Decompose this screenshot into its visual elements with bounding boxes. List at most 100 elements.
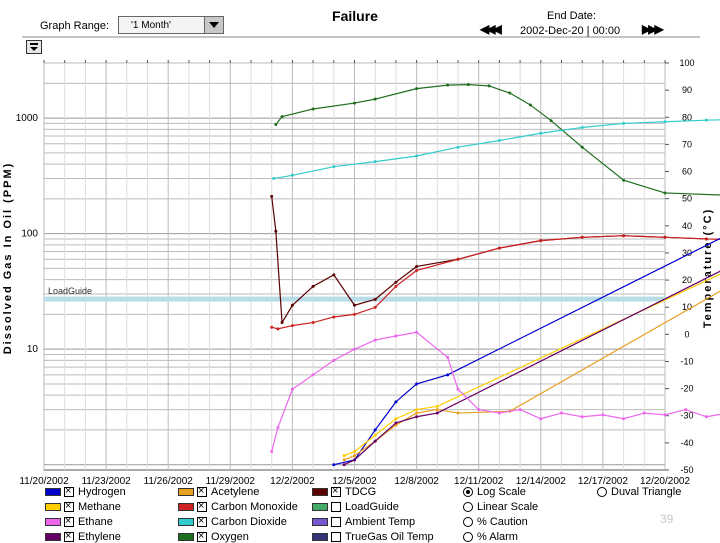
series-ethane-point — [684, 408, 688, 412]
series-acetylene-point — [394, 423, 398, 427]
series-ethylene-point — [342, 463, 346, 467]
y2-tick-label: 80 — [682, 112, 692, 122]
legend-label: Acetylene — [211, 486, 260, 498]
y2-tick-label: 30 — [682, 248, 692, 258]
series-oxygen-point — [274, 123, 278, 127]
y2-tick-label: -20 — [680, 384, 693, 394]
legend-item-oxygen[interactable]: Oxygen — [178, 529, 249, 543]
series-tdcg-point — [270, 194, 274, 198]
legend-item-loadguide[interactable]: LoadGuide — [312, 501, 399, 513]
scale-option-linear-scale[interactable]: Linear Scale — [463, 501, 538, 513]
legend-item-ethane[interactable]: Ethane — [45, 514, 113, 528]
series-ethylene-point — [415, 415, 419, 419]
legend-item-hydrogen[interactable]: Hydrogen — [45, 484, 126, 498]
legend-checkbox[interactable] — [197, 499, 207, 513]
legend-item-ethylene[interactable]: Ethylene — [45, 529, 121, 543]
series-ethylene-line — [343, 270, 720, 466]
chevron-down-icon[interactable] — [204, 17, 223, 33]
series-oxygen-point — [446, 83, 450, 87]
legend-item-carbon-monoxide[interactable]: Carbon Monoxide — [178, 499, 298, 513]
series-carbon-monoxide-point — [497, 246, 501, 250]
series-carbon-monoxide-point — [415, 268, 419, 272]
series-acetylene-point — [342, 458, 346, 462]
fast-forward-icon: ▶▶▶ — [642, 22, 664, 36]
radio-button[interactable] — [463, 487, 473, 497]
legend-item-acetylene[interactable]: Acetylene — [178, 484, 260, 498]
scale-option--alarm[interactable]: % Alarm — [463, 531, 518, 543]
series-carbon-monoxide-point — [332, 315, 336, 319]
page-number: 39 — [660, 512, 674, 526]
legend-label: Oxygen — [211, 531, 249, 543]
series-carbon-monoxide-point — [663, 235, 667, 239]
series-tdcg-point — [353, 303, 356, 307]
legend-item-truegas-oil-temp[interactable]: TrueGas Oil Temp — [312, 531, 434, 543]
series-ethane-point — [518, 408, 522, 412]
legend-item-tdcg[interactable]: TDCG — [312, 484, 376, 498]
series-oxygen-point — [280, 115, 284, 119]
series-oxygen-point — [508, 91, 512, 95]
y2-tick-label: 10 — [682, 302, 692, 312]
chart-menu-button[interactable] — [26, 40, 42, 54]
legend-label: Ethane — [78, 516, 113, 528]
series-carbon-dioxide-point — [272, 177, 276, 181]
x-tick-label: 12/11/2002 — [454, 476, 504, 487]
series-ethane-point — [415, 330, 419, 334]
legend-checkbox[interactable] — [197, 529, 207, 543]
y2-tick-label: -50 — [680, 465, 693, 475]
legend-checkbox[interactable] — [64, 484, 74, 498]
legend-checkbox[interactable] — [64, 529, 74, 543]
legend-checkbox[interactable] — [331, 484, 341, 498]
legend-item-methane[interactable]: Methane — [45, 499, 121, 513]
series-acetylene-point — [415, 411, 419, 415]
fast-forward-button[interactable]: ▶▶▶ — [642, 22, 664, 36]
y-tick-label: 1000 — [16, 113, 39, 124]
end-date-value: 2002-Dec-20 | 00:00 — [520, 25, 621, 37]
x-tick-label: 12/20/2002 — [640, 476, 690, 487]
x-tick-label: 11/26/2002 — [144, 476, 194, 487]
series-acetylene-point — [353, 454, 356, 458]
series-oxygen-point — [663, 191, 667, 195]
duval-triangle-option[interactable]: Duval Triangle — [597, 486, 681, 498]
radio-button[interactable] — [463, 517, 473, 527]
series-tdcg-point — [394, 280, 398, 284]
legend-checkbox[interactable] — [64, 514, 74, 528]
series-oxygen-point — [415, 87, 419, 91]
scale-option-log-scale[interactable]: Log Scale — [463, 486, 526, 498]
series-carbon-monoxide-point — [290, 324, 294, 328]
legend-checkbox[interactable] — [197, 484, 207, 498]
y2-tick-label: 100 — [679, 58, 694, 68]
series-carbon-dioxide-point — [332, 165, 336, 169]
series-ethane-point — [353, 347, 356, 351]
legend-swatch — [312, 503, 328, 511]
y2-tick-label: 60 — [682, 167, 692, 177]
legend-checkbox[interactable] — [197, 514, 207, 528]
legend-checkbox[interactable] — [331, 517, 341, 527]
radio-button[interactable] — [463, 502, 473, 512]
legend-checkbox[interactable] — [331, 532, 341, 542]
legend-item-carbon-dioxide[interactable]: Carbon Dioxide — [178, 514, 287, 528]
series-carbon-dioxide-point — [415, 154, 419, 158]
series-ethane-point — [580, 415, 584, 419]
series-ethane-point — [394, 334, 398, 338]
radio-button[interactable] — [597, 487, 607, 497]
graph-range-select[interactable]: '1 Month' — [118, 16, 224, 34]
radio-button[interactable] — [463, 532, 473, 542]
legend-label: Ambient Temp — [345, 516, 416, 528]
series-carbon-dioxide-point — [373, 160, 377, 164]
series-oxygen-point — [311, 107, 315, 111]
scale-option--caution[interactable]: % Caution — [463, 516, 528, 528]
legend-swatch — [178, 518, 194, 526]
legend-checkbox[interactable] — [64, 499, 74, 513]
series-ethane-point — [663, 413, 667, 417]
legend-checkbox[interactable] — [331, 502, 341, 512]
x-tick-label: 11/29/2002 — [206, 476, 256, 487]
legend-item-ambient-temp[interactable]: Ambient Temp — [312, 516, 415, 528]
legend-label: LoadGuide — [345, 501, 399, 513]
series-ethylene-point — [435, 411, 439, 415]
series-carbon-monoxide-point — [394, 284, 398, 288]
rewind-button[interactable]: ◀◀◀ — [480, 22, 502, 36]
series-acetylene-point — [435, 408, 439, 412]
series-carbon-monoxide-point — [580, 235, 584, 239]
series-ethylene-point — [373, 439, 377, 443]
series-carbon-dioxide-point — [663, 120, 667, 124]
